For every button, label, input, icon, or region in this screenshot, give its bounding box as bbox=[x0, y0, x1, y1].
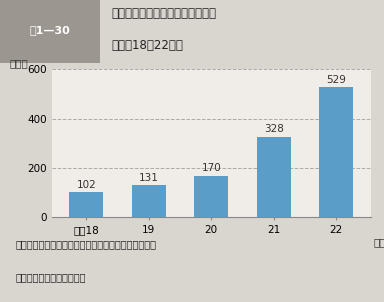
Bar bbox=[69, 192, 103, 217]
Text: 131: 131 bbox=[139, 173, 159, 183]
Text: （年）: （年） bbox=[374, 237, 384, 247]
Text: が実施したものを除く。: が実施したものを除く。 bbox=[15, 272, 86, 282]
Text: 注：都道府県警察からの依頼を受けて科学警察研究所: 注：都道府県警察からの依頼を受けて科学警察研究所 bbox=[15, 239, 156, 249]
Bar bbox=[319, 87, 353, 217]
Text: 102: 102 bbox=[76, 180, 96, 190]
Text: プロファイリング実施件数の推移: プロファイリング実施件数の推移 bbox=[111, 8, 216, 21]
Bar bbox=[131, 185, 166, 217]
Text: 529: 529 bbox=[326, 75, 346, 85]
Text: （平成18～22年）: （平成18～22年） bbox=[111, 39, 183, 52]
Text: 328: 328 bbox=[264, 124, 284, 134]
Bar bbox=[194, 175, 228, 217]
FancyBboxPatch shape bbox=[0, 0, 100, 63]
Text: 図1—30: 図1—30 bbox=[30, 25, 70, 35]
Text: 170: 170 bbox=[201, 163, 221, 173]
Text: （件）: （件） bbox=[10, 58, 28, 68]
Bar bbox=[257, 137, 291, 217]
